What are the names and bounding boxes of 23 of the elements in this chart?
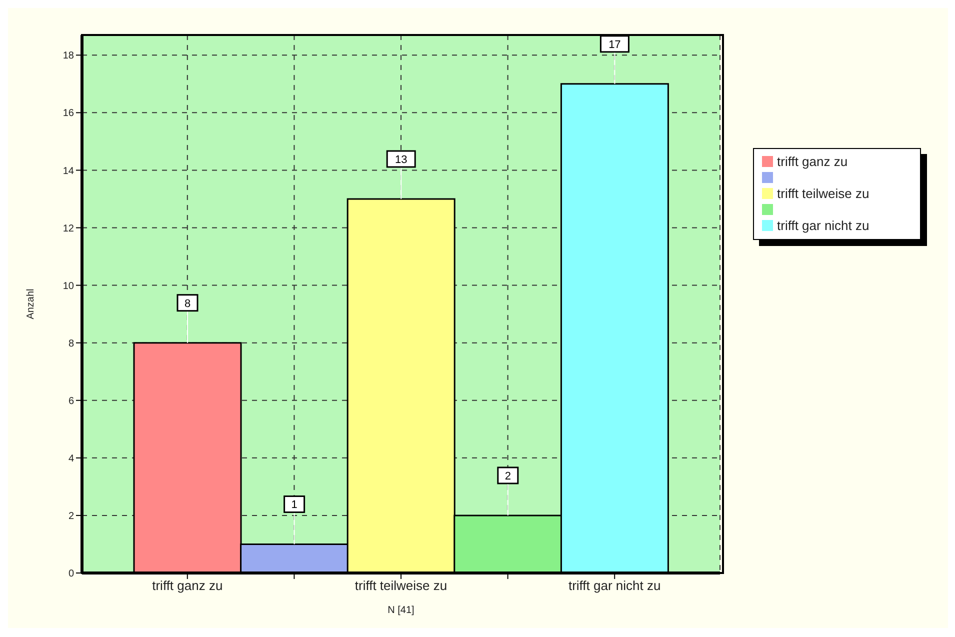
x-axis-title: N [41]	[388, 605, 415, 616]
data-label: 8	[184, 298, 191, 310]
y-tick-label: 0	[68, 568, 74, 580]
x-tick-label: trifft gar nicht zu	[568, 578, 661, 594]
data-label: 2	[504, 470, 511, 482]
data-label: 13	[394, 154, 408, 166]
y-tick-label: 4	[68, 453, 74, 464]
y-tick-label: 2	[68, 511, 74, 522]
y-axis-title: Anzahl	[26, 288, 37, 320]
x-tick-label: trifft teilweise zu	[354, 578, 448, 594]
data-label: 17	[608, 38, 621, 51]
y-tick-label: 16	[62, 108, 74, 120]
x-tick-label: trifft ganz zu	[152, 578, 223, 594]
y-tick-label: 10	[62, 280, 74, 292]
data-label: 1	[291, 499, 298, 512]
y-tick-label: 14	[62, 166, 74, 177]
y-tick-label: 12	[62, 223, 74, 234]
y-tick-label: 8	[68, 338, 74, 350]
legend-label: trifft ganz zu	[777, 154, 848, 169]
legend-label: trifft teilweise zu	[777, 186, 870, 201]
y-tick-label: 6	[68, 396, 74, 407]
legend-label: trifft gar nicht zu	[777, 218, 870, 233]
y-tick-label: 18	[62, 50, 74, 62]
